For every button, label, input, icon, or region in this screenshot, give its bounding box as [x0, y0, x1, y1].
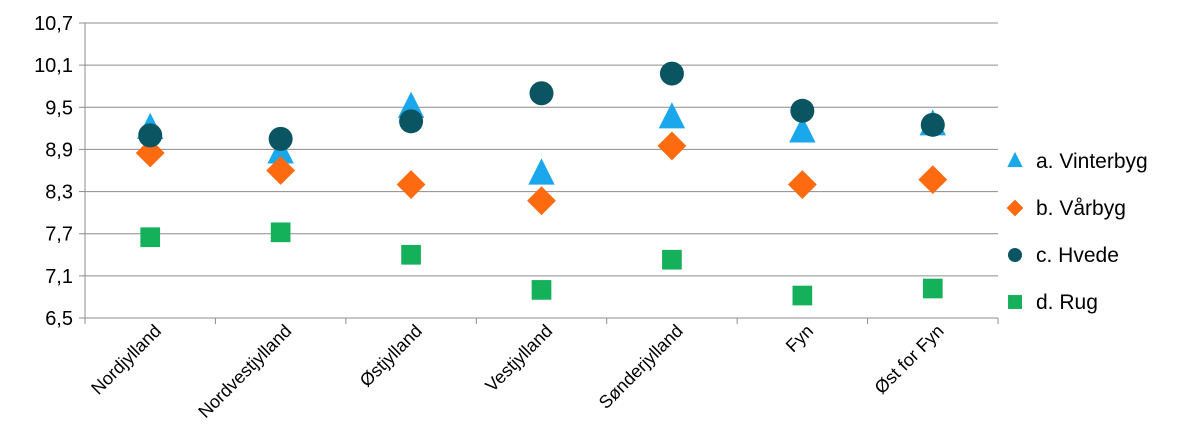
x-tick-label: Nordjylland: [87, 321, 165, 399]
point-circle: [268, 126, 293, 151]
point-circle: [790, 98, 815, 123]
point-diamond: [527, 186, 556, 216]
point-triangle: [658, 102, 686, 129]
x-tick-label: Vestjylland: [481, 321, 556, 396]
legend-marker-circle: [1008, 248, 1022, 262]
y-tick-label: 8,9: [45, 139, 73, 161]
point-circle: [529, 81, 554, 106]
point-square: [270, 222, 291, 243]
axes: [84, 23, 998, 319]
x-tick-label: Øst for Fyn: [871, 321, 948, 398]
point-square: [401, 244, 421, 265]
legend-label: c. Hvede: [1036, 244, 1119, 267]
x-tick-label: Østjylland: [356, 321, 426, 391]
legend: a. Vinterbyg b. Vårbyg c. Hvede d. Rug: [1006, 150, 1148, 314]
legend-label: a. Vinterbyg: [1036, 150, 1148, 173]
x-tick-label: Nordvestjylland: [194, 321, 295, 422]
point-circle: [920, 112, 945, 137]
legend-item: a. Vinterbyg: [1007, 150, 1148, 173]
legend-marker-diamond: [1006, 199, 1024, 217]
point-square: [922, 278, 943, 299]
y-tick-label: 10,1: [34, 55, 73, 77]
point-circle: [138, 123, 163, 148]
y-tick-label: 6,5: [45, 308, 73, 330]
point-diamond: [266, 156, 296, 185]
x-tick-label: Fyn: [782, 321, 817, 356]
legend-item: b. Vårbyg: [1006, 197, 1126, 220]
point-triangle: [789, 116, 816, 143]
legend-item: d. Rug: [1008, 291, 1098, 314]
y-axis-ticks: 6,5 7,1 7,7 8,3 8,9 9,5 10,1 10,7: [34, 13, 85, 330]
point-triangle: [528, 158, 555, 185]
y-tick-label: 7,7: [45, 224, 73, 246]
legend-marker-square: [1008, 295, 1022, 309]
y-tick-label: 8,3: [45, 182, 73, 204]
data-marks: [135, 61, 948, 306]
point-square: [531, 280, 552, 300]
gridlines: [85, 22, 998, 277]
point-diamond: [396, 170, 426, 199]
x-tick-label: Sønderjylland: [595, 321, 687, 413]
point-circle: [659, 61, 684, 86]
point-diamond: [135, 138, 165, 168]
point-square: [662, 249, 682, 270]
y-tick-label: 7,1: [45, 266, 73, 288]
legend-label: b. Vårbyg: [1036, 197, 1126, 220]
x-axis-ticks: Nordjylland Nordvestjylland Østjylland Vest…: [84, 318, 999, 422]
point-circle: [399, 109, 424, 134]
point-diamond: [657, 131, 687, 161]
point-diamond: [918, 165, 948, 195]
legend-marker-triangle: [1007, 151, 1023, 168]
point-diamond: [787, 170, 817, 199]
point-square: [792, 285, 813, 306]
y-tick-label: 10,7: [34, 13, 73, 35]
legend-item: c. Hvede: [1008, 244, 1119, 267]
point-square: [140, 227, 161, 248]
legend-label: d. Rug: [1036, 291, 1098, 314]
y-tick-label: 9,5: [45, 97, 73, 119]
